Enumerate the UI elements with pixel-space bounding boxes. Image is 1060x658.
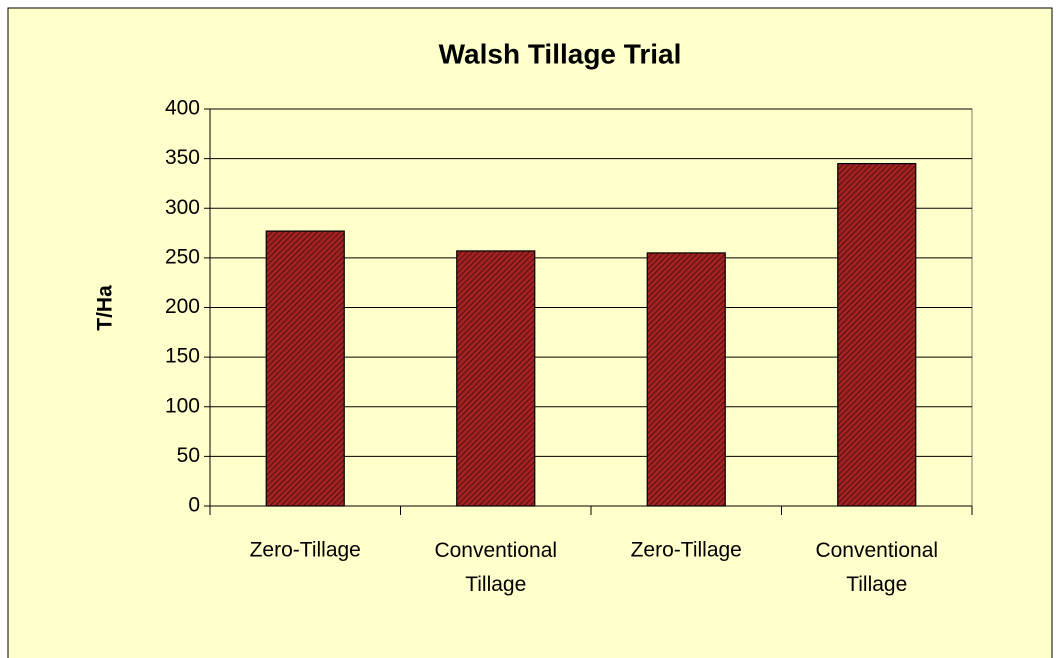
y-tick-label: 400 xyxy=(165,97,200,120)
bar xyxy=(265,230,345,507)
y-tick-label: 350 xyxy=(165,146,200,169)
y-tick-label: 100 xyxy=(165,394,200,417)
chart-title: Walsh Tillage Trial xyxy=(439,38,682,69)
x-tick-label: Zero-Tillage xyxy=(631,539,742,562)
y-tick-label: 50 xyxy=(177,444,200,467)
bar xyxy=(456,250,536,507)
y-axis-label: T/Ha xyxy=(94,285,117,331)
y-tick-label: 300 xyxy=(165,196,200,219)
y-tick-label: 200 xyxy=(165,295,200,318)
bar xyxy=(837,162,917,507)
x-tick-label: Conventional Tillage xyxy=(815,539,938,596)
bar xyxy=(646,252,726,507)
y-tick-label: 150 xyxy=(165,345,200,368)
y-tick-label: 250 xyxy=(165,245,200,268)
x-tick-label: Zero-Tillage xyxy=(250,539,361,562)
y-tick-label: 0 xyxy=(188,494,200,517)
x-tick-label: Conventional Tillage xyxy=(434,539,557,596)
